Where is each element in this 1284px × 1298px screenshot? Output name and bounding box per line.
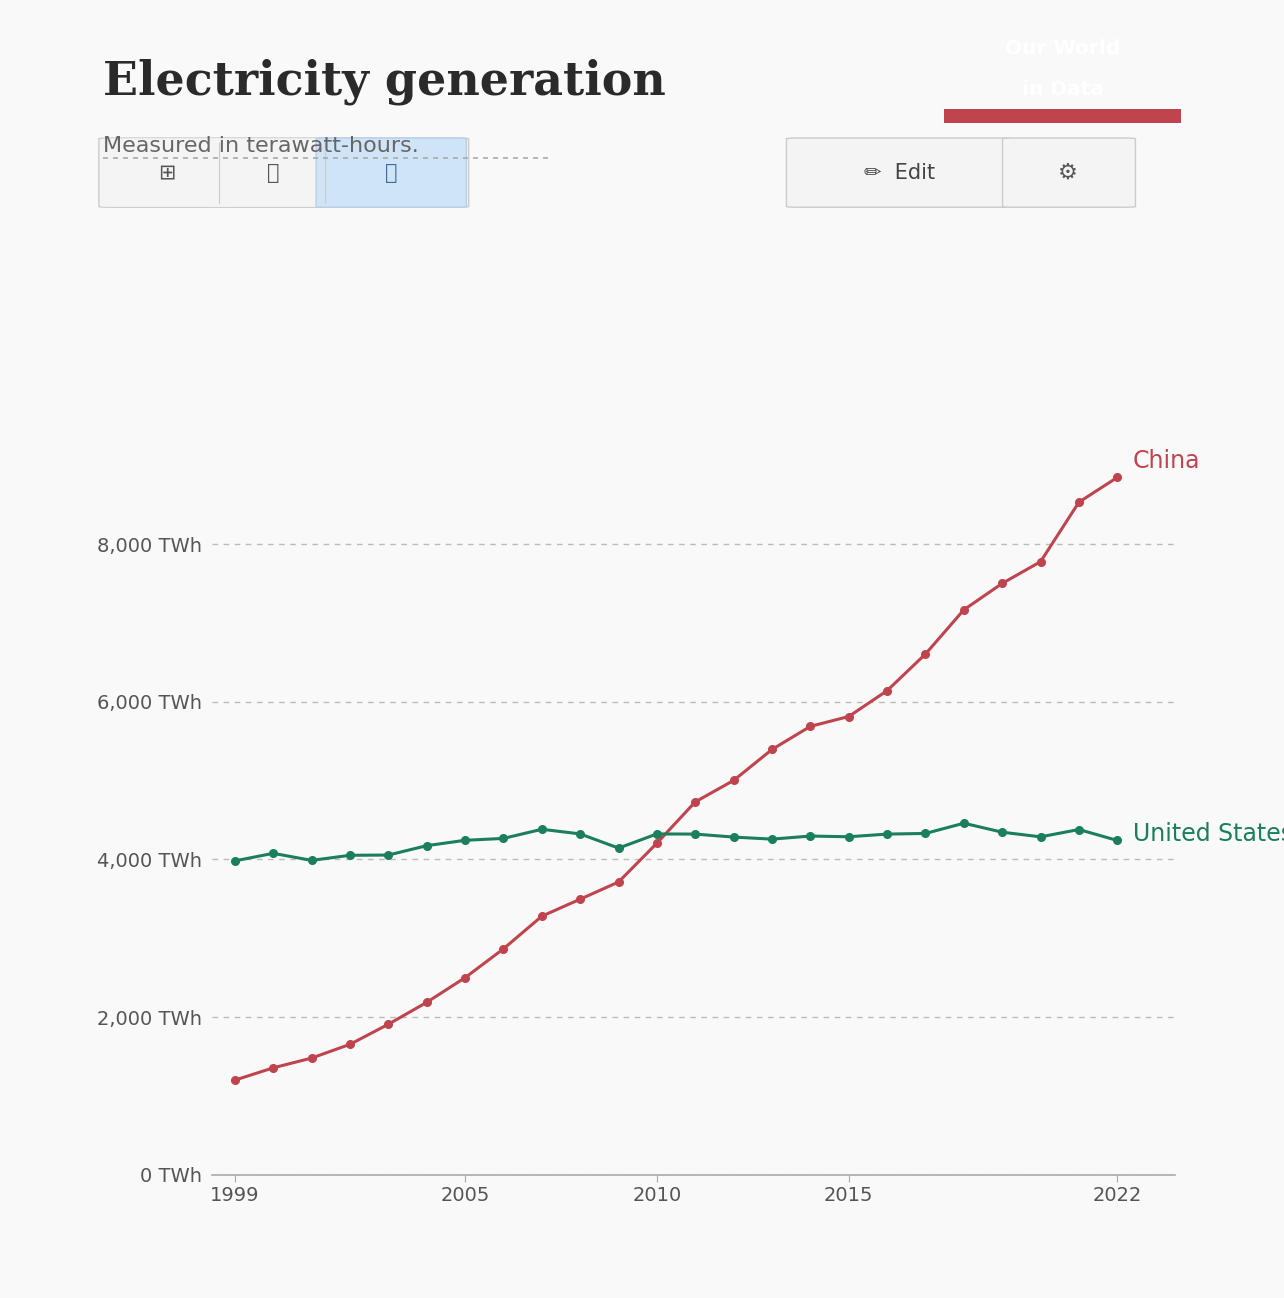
FancyBboxPatch shape (316, 138, 466, 208)
Text: 🌐: 🌐 (267, 162, 279, 183)
Text: United States: United States (1132, 822, 1284, 846)
FancyBboxPatch shape (99, 138, 469, 208)
Text: ⊞: ⊞ (158, 162, 175, 183)
Text: Measured in terawatt-hours.: Measured in terawatt-hours. (103, 136, 419, 156)
Text: Electricity generation: Electricity generation (103, 58, 665, 105)
FancyBboxPatch shape (787, 138, 1012, 208)
Text: China: China (1132, 449, 1201, 474)
Text: Our World: Our World (1005, 39, 1120, 58)
Text: ✏  Edit: ✏ Edit (864, 162, 935, 183)
FancyBboxPatch shape (1003, 138, 1135, 208)
Text: in Data: in Data (1022, 79, 1103, 99)
Text: 📈: 📈 (385, 162, 398, 183)
Text: ⚙: ⚙ (1058, 162, 1079, 183)
FancyBboxPatch shape (100, 139, 232, 206)
FancyBboxPatch shape (207, 139, 339, 206)
Bar (944, 109, 1181, 123)
